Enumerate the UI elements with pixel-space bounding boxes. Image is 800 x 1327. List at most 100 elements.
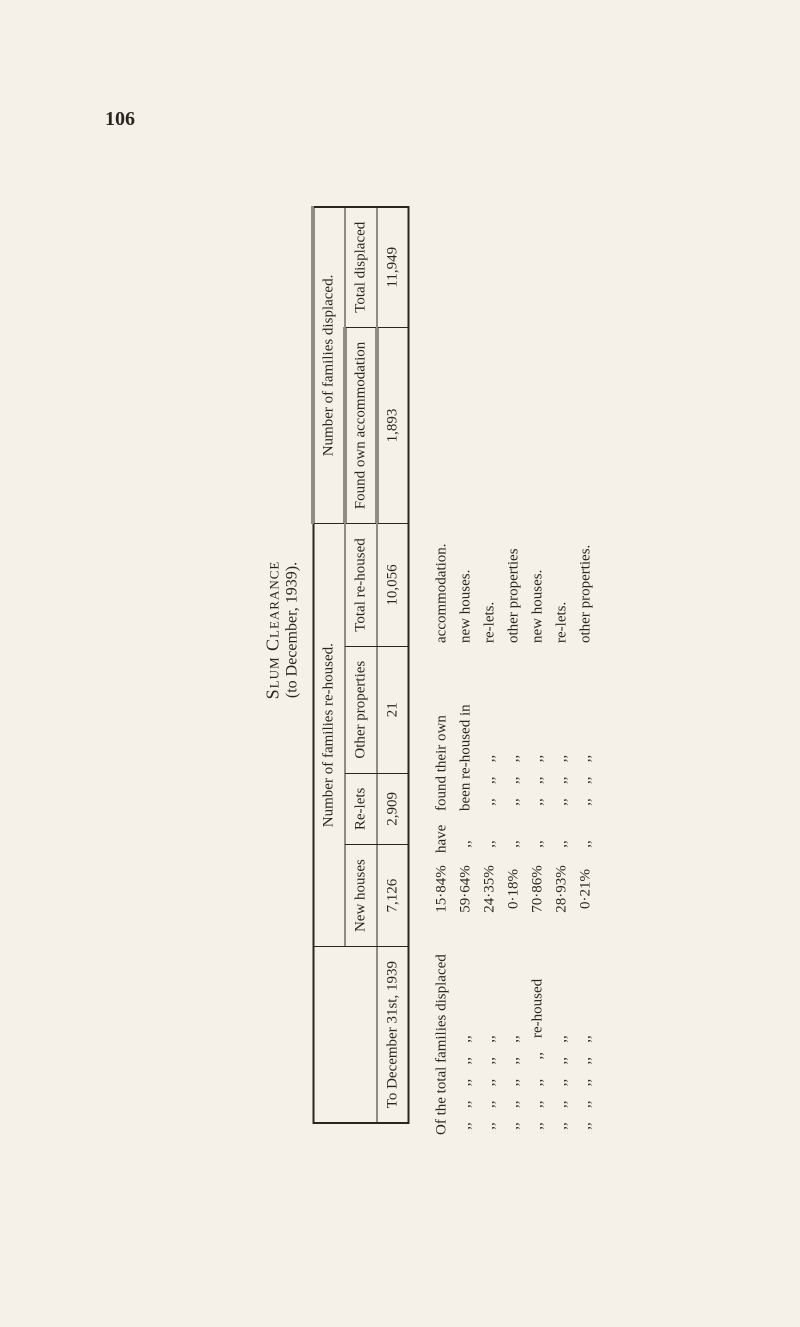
ditto-mark: ,, bbox=[574, 835, 598, 853]
note-line-1: Of the total families displaced 15·84% h… bbox=[430, 155, 454, 1135]
group-displaced: Number of families displaced. bbox=[313, 207, 345, 524]
ditto-mark: ,, bbox=[502, 1117, 526, 1135]
ditto-mark: ,, bbox=[502, 1030, 526, 1048]
notes-block: Of the total families displaced 15·84% h… bbox=[430, 155, 598, 1135]
note-desc: new houses. bbox=[526, 503, 550, 643]
ditto-mark: ,, bbox=[478, 1074, 502, 1092]
ditto-mark: ,, bbox=[478, 1052, 502, 1070]
ditto-mark: ,, bbox=[502, 835, 526, 853]
ditto-mark: ,, bbox=[502, 750, 526, 768]
note-pct: 0·21% bbox=[574, 861, 598, 917]
ditto-mark: ,, bbox=[526, 1095, 550, 1113]
ditto-mark: ,, bbox=[574, 1052, 598, 1070]
ditto-mark: ,, bbox=[502, 1095, 526, 1113]
col-total-displaced: Total displaced bbox=[345, 207, 377, 328]
cell-date: To December 31st, 1939 bbox=[377, 947, 409, 1124]
ditto-mark: ,, bbox=[526, 835, 550, 853]
ditto-mark: ,, bbox=[502, 1074, 526, 1092]
ditto-mark: ,, bbox=[454, 1117, 478, 1135]
col-found-own: Found own accommodation bbox=[345, 327, 377, 523]
ditto-mark: ,, bbox=[550, 793, 574, 811]
cell-new-houses: 7,126 bbox=[377, 845, 409, 947]
note-line-6: ,, ,, ,, ,, ,, 28·93% ,, ,, ,, ,, re-let… bbox=[550, 155, 574, 1135]
note-have-ditto: ,, bbox=[574, 819, 598, 853]
note-desc: new houses. bbox=[454, 503, 478, 643]
note-have-ditto: ,, bbox=[526, 819, 550, 853]
ditto-mark: ,, bbox=[526, 793, 550, 811]
ditto-mark: ,, bbox=[550, 1030, 574, 1048]
note-verb-dittos: ,, ,, ,, bbox=[502, 651, 526, 811]
ditto-mark: ,, bbox=[454, 1052, 478, 1070]
clearance-table: Number of families re-housed. Number of … bbox=[312, 206, 410, 1125]
note-pct: 15·84% bbox=[430, 861, 454, 917]
ditto-mark: ,, bbox=[502, 771, 526, 789]
ditto-mark: ,, bbox=[574, 771, 598, 789]
ditto-mark: ,, bbox=[550, 1074, 574, 1092]
note-have-ditto: ,, bbox=[550, 819, 574, 853]
note-prefix-dittos: ,, ,, ,, ,, ,, bbox=[550, 925, 574, 1135]
title-block: Slum Clearance (to December, 1939). bbox=[263, 155, 302, 1105]
note-pct: 59·64% bbox=[454, 861, 478, 917]
cell-total-rehoused: 10,056 bbox=[377, 524, 409, 647]
title-sub: (to December, 1939). bbox=[284, 155, 302, 1105]
cell-total-displaced: 11,949 bbox=[377, 207, 409, 328]
ditto-mark: ,, bbox=[454, 835, 478, 853]
ditto-mark: ,, bbox=[478, 1095, 502, 1113]
col-new-houses: New houses bbox=[345, 845, 377, 947]
ditto-mark: ,, bbox=[478, 1030, 502, 1048]
col-total-rehoused: Total re-housed bbox=[345, 524, 377, 647]
col-other-props: Other properties bbox=[345, 646, 377, 773]
ditto-mark: ,, bbox=[526, 1042, 550, 1070]
title-main: Slum Clearance bbox=[263, 155, 284, 1105]
ditto-mark: ,, bbox=[574, 1074, 598, 1092]
group-rehoused: Number of families re-housed. bbox=[313, 524, 345, 947]
cell-other-props: 21 bbox=[377, 646, 409, 773]
ditto-mark: ,, bbox=[526, 1074, 550, 1092]
note-desc: other properties bbox=[502, 503, 526, 643]
note-have-ditto: ,, bbox=[478, 819, 502, 853]
note-verb: found their own bbox=[430, 651, 454, 811]
ditto-mark: ,, bbox=[574, 1030, 598, 1048]
table-row: To December 31st, 1939 7,126 2,909 21 10… bbox=[377, 207, 409, 1124]
ditto-mark: ,, bbox=[454, 1095, 478, 1113]
note-verb-dittos: ,, ,, ,, bbox=[574, 651, 598, 811]
note-pct: 28·93% bbox=[550, 861, 574, 917]
ditto-mark: ,, bbox=[526, 771, 550, 789]
note-prefix-dittos: ,, ,, ,, ,, ,, bbox=[478, 925, 502, 1135]
ditto-mark: ,, bbox=[526, 1117, 550, 1135]
col-re-lets: Re-lets bbox=[345, 773, 377, 845]
note-line-7: ,, ,, ,, ,, ,, 0·21% ,, ,, ,, ,, other p… bbox=[574, 155, 598, 1135]
cell-re-lets: 2,909 bbox=[377, 773, 409, 845]
page-number: 106 bbox=[105, 108, 135, 131]
ditto-mark: ,, bbox=[574, 1095, 598, 1113]
note-have-ditto: ,, bbox=[502, 819, 526, 853]
note-verb-dittos: ,, ,, ,, bbox=[478, 651, 502, 811]
ditto-mark: ,, bbox=[550, 835, 574, 853]
ditto-mark: ,, bbox=[550, 1052, 574, 1070]
cell-found-own: 1,893 bbox=[377, 327, 409, 523]
note-action: re-housed bbox=[526, 968, 550, 1038]
ditto-mark: ,, bbox=[550, 771, 574, 789]
note-have-ditto: ,, bbox=[454, 819, 478, 853]
ditto-mark: ,, bbox=[574, 1117, 598, 1135]
note-desc: re-lets. bbox=[550, 503, 574, 643]
ditto-mark: ,, bbox=[526, 750, 550, 768]
ditto-mark: ,, bbox=[502, 1052, 526, 1070]
note-line-2: ,, ,, ,, ,, ,, 59·64% ,, been re-housed … bbox=[454, 155, 478, 1135]
ditto-mark: ,, bbox=[550, 1117, 574, 1135]
note-desc: accommodation. bbox=[430, 503, 454, 643]
note-line-5: ,, ,, ,, ,, re-housed 70·86% ,, ,, ,, ,,… bbox=[526, 155, 550, 1135]
note-prefix: Of the total families displaced bbox=[430, 925, 454, 1135]
note-line-3: ,, ,, ,, ,, ,, 24·35% ,, ,, ,, ,, re-let… bbox=[478, 155, 502, 1135]
ditto-mark: ,, bbox=[478, 771, 502, 789]
note-pct: 0·18% bbox=[502, 861, 526, 917]
ditto-mark: ,, bbox=[574, 750, 598, 768]
note-desc: other properties. bbox=[574, 503, 598, 643]
note-pct: 24·35% bbox=[478, 861, 502, 917]
ditto-mark: ,, bbox=[454, 1030, 478, 1048]
note-prefix-dittos: ,, ,, ,, ,, ,, bbox=[454, 925, 478, 1135]
ditto-mark: ,, bbox=[478, 1117, 502, 1135]
note-verb-dittos: ,, ,, ,, bbox=[550, 651, 574, 811]
note-prefix-dittos: ,, ,, ,, ,, ,, bbox=[502, 925, 526, 1135]
note-verb: been re-housed in bbox=[454, 651, 478, 811]
